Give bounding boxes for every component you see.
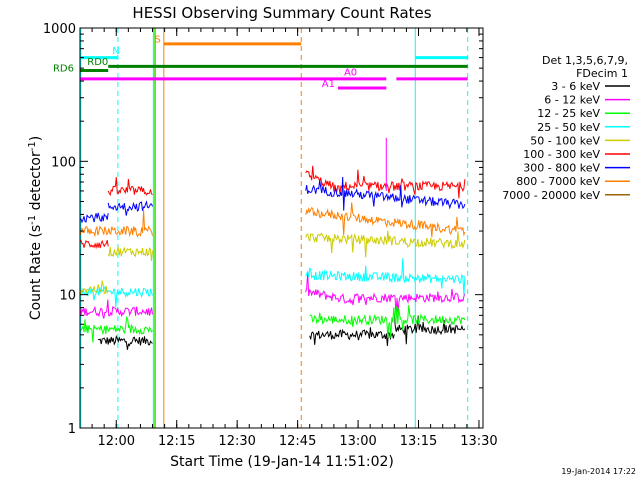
legend-header: FDecim 1 [576,67,628,80]
series-trace [353,288,466,315]
legend-entry-label: 25 - 50 keV [537,121,600,134]
y-axis-label: Count Rate (s-1 detector-1) [27,136,44,320]
series-trace [79,212,109,224]
legend-entry-label: 6 - 12 keV [544,94,600,107]
series-trace [309,304,466,339]
x-tick-label: 13:00 [339,434,376,449]
x-tick-label: 12:45 [279,434,316,449]
x-tick-label: 12:00 [98,434,135,449]
x-tick-label: 12:30 [218,434,255,449]
y-axis-label-sup1: -1 [27,215,38,225]
flag-label-rd6: RD6 [53,64,74,75]
y-axis-label-sup2: -1 [27,141,38,151]
series-trace [79,210,153,238]
flag-label: A1 [322,79,335,90]
timestamp: 19-Jan-2014 17:22 [561,467,636,476]
flag-label: S [155,34,161,45]
series-trace [393,313,466,345]
y-axis-label-end: ) [28,136,44,141]
x-tick-label: 13:15 [400,434,437,449]
legend-entry-label: 300 - 800 keV [523,162,600,175]
flag-label: RD0 [87,57,108,68]
y-tick-label: 10 [59,289,76,304]
series-trace [305,258,466,296]
series-trace [79,315,153,343]
series-trace [341,169,466,199]
legend-entry-label: 12 - 25 keV [537,107,600,120]
x-axis-label: Start Time (19-Jan-14 11:51:02) [170,454,394,470]
legend-entry-label: 100 - 300 keV [523,148,600,161]
y-tick-label: 100 [51,155,76,170]
y-axis-label-main: Count Rate (s [28,225,44,320]
x-tick-label: 13:30 [460,434,497,449]
series-trace [98,334,153,350]
axes: 12:00 12:15 12:30 12:45 13:00 13:15 13:30 1 10 10… [43,22,498,449]
flag-label: A0 [344,68,357,79]
chart-title: HESSI Observing Summary Count Rates [132,4,431,22]
y-tick-label: 1 [68,422,76,437]
flag-label: N [112,46,119,57]
series-trace [107,200,153,216]
plot-frame [79,27,484,429]
legend-entry-label: 7000 - 20000 keV [502,189,600,202]
series-trace [79,280,109,296]
y-axis-label-mid: detector [28,151,44,215]
plot-area: N S RD0 A0 A1 RD6 [53,28,469,428]
x-tick-label: 12:15 [158,434,195,449]
series-trace [107,246,153,262]
series-trace [309,327,395,347]
series-trace [305,176,466,211]
series-trace [305,202,466,238]
series-trace [79,239,109,250]
series-trace [79,299,153,319]
legend-entry-label: 800 - 7000 keV [516,175,600,188]
legend-entry-label: 50 - 100 keV [530,134,600,147]
series-trace [305,272,355,306]
series-trace [305,230,466,258]
series-trace [107,177,153,197]
y-tick-label: 1000 [43,22,76,37]
legend-header: Det 1,3,5,6,7,9, [542,54,628,67]
legend-entry-label: 3 - 6 keV [551,80,600,93]
